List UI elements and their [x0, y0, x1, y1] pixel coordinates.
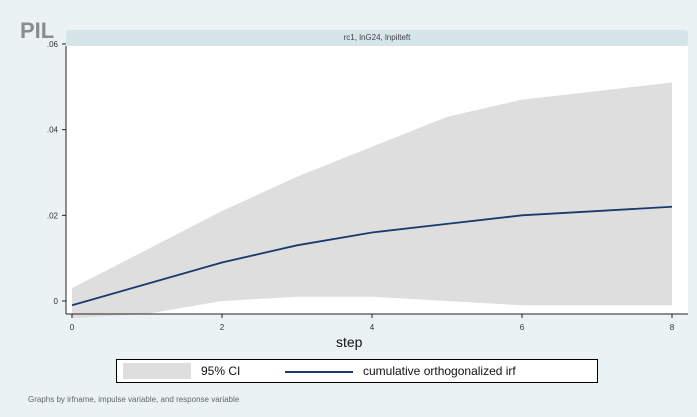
x-tick-label: 2 [220, 323, 225, 332]
ci-band [72, 82, 672, 319]
chart-stamp: PIL [20, 18, 55, 43]
y-tick-label: .02 [47, 211, 59, 220]
legend-swatch-irf [285, 371, 353, 373]
footnote: Graphs by irfname, impulse variable, and… [28, 395, 240, 404]
x-tick-label: 8 [670, 323, 675, 332]
panel-title: rc1, lnG24, lnpilteft [66, 30, 688, 46]
irf-line [71, 205, 673, 307]
y-tick-label: 0 [54, 297, 59, 306]
y-tick-label: .04 [47, 126, 59, 135]
legend: 95% CI cumulative orthogonalized irf [116, 359, 598, 383]
x-tick-label: 0 [70, 323, 75, 332]
legend-label-ci: 95% CI [201, 364, 241, 378]
x-tick-label: 4 [370, 323, 375, 332]
y-tick-label: .06 [47, 40, 59, 49]
legend-swatch-ci [123, 363, 191, 379]
x-tick-label: 6 [520, 323, 525, 332]
legend-label-irf: cumulative orthogonalized irf [363, 364, 516, 378]
x-axis-label: step [336, 334, 363, 350]
